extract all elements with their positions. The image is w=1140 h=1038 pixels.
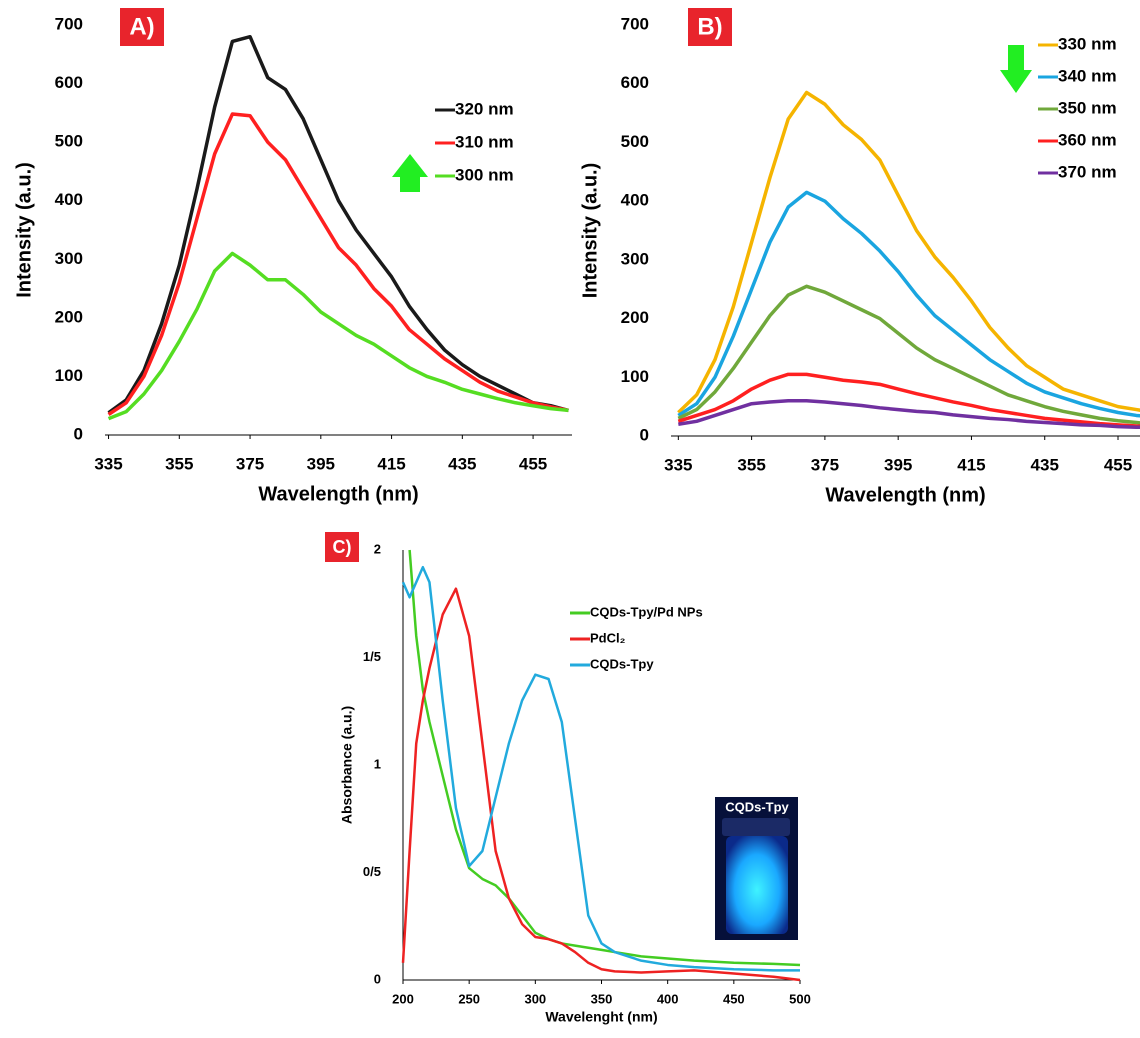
x-tick-label: 355 bbox=[737, 455, 765, 474]
x-axis-title: Wavelength (nm) bbox=[825, 484, 985, 506]
up-arrow bbox=[392, 154, 428, 192]
data-line bbox=[107, 251, 569, 421]
x-tick-label: 500 bbox=[789, 991, 811, 1006]
panel-label: C) bbox=[333, 537, 352, 557]
data-line bbox=[677, 90, 1140, 414]
data-line bbox=[401, 587, 801, 982]
x-tick-label: 300 bbox=[524, 991, 546, 1006]
x-tick-label: 355 bbox=[165, 454, 193, 473]
data-line bbox=[677, 372, 1140, 428]
y-tick-label: 1/5 bbox=[363, 649, 381, 664]
y-axis-title: Intensity (a.u.) bbox=[579, 163, 601, 299]
panel-label-box bbox=[688, 8, 732, 46]
data-line bbox=[677, 284, 1140, 425]
x-tick-label: 200 bbox=[392, 991, 414, 1006]
x-tick-label: 415 bbox=[957, 455, 985, 474]
y-tick-label: 300 bbox=[55, 249, 83, 268]
legend-label: 360 nm bbox=[1058, 130, 1117, 149]
y-axis-title: Intensity (a.u.) bbox=[13, 162, 35, 298]
y-axis-title: Absorbance (a.u.) bbox=[339, 706, 355, 824]
legend-label: 310 nm bbox=[455, 132, 514, 151]
y-tick-label: 200 bbox=[621, 308, 649, 327]
panel-label-box bbox=[325, 532, 359, 562]
down-arrow bbox=[1000, 45, 1032, 93]
data-line bbox=[401, 565, 800, 972]
x-tick-label: 335 bbox=[664, 455, 692, 474]
inset-photo bbox=[715, 797, 798, 940]
y-tick-label: 1 bbox=[374, 756, 381, 771]
x-tick-label: 435 bbox=[1031, 455, 1059, 474]
y-tick-label: 500 bbox=[55, 132, 83, 151]
data-line bbox=[678, 399, 1140, 430]
x-tick-label: 350 bbox=[591, 991, 613, 1006]
y-tick-label: 300 bbox=[621, 249, 649, 268]
y-tick-label: 100 bbox=[621, 367, 649, 386]
x-axis-title: Wavelength (nm) bbox=[258, 483, 418, 505]
y-tick-label: 600 bbox=[621, 73, 649, 92]
y-tick-label: 0 bbox=[74, 424, 83, 443]
legend-label: CQDs-Tpy/Pd NPs bbox=[590, 604, 703, 619]
legend-label: 340 nm bbox=[1058, 66, 1117, 85]
x-tick-label: 375 bbox=[811, 455, 839, 474]
y-tick-label: 600 bbox=[55, 73, 83, 92]
x-tick-label: 435 bbox=[448, 454, 476, 473]
y-tick-label: 400 bbox=[55, 190, 83, 209]
y-tick-label: 500 bbox=[621, 132, 649, 151]
y-tick-label: 200 bbox=[55, 307, 83, 326]
x-axis-title: Wavelenght (nm) bbox=[545, 1009, 657, 1025]
x-tick-label: 335 bbox=[94, 454, 122, 473]
x-tick-label: 415 bbox=[377, 454, 405, 473]
legend-label: 350 nm bbox=[1058, 98, 1117, 117]
data-line bbox=[408, 549, 801, 967]
legend-label: CQDs-Tpy bbox=[590, 656, 654, 671]
x-tick-label: 375 bbox=[236, 454, 264, 473]
data-line bbox=[107, 112, 569, 416]
y-tick-label: 700 bbox=[621, 14, 649, 33]
x-tick-label: 395 bbox=[884, 455, 912, 474]
y-tick-label: 100 bbox=[55, 366, 83, 385]
legend-label: 320 nm bbox=[455, 99, 514, 118]
y-tick-label: 2 bbox=[374, 541, 381, 556]
y-tick-label: 400 bbox=[621, 191, 649, 210]
y-tick-label: 0 bbox=[374, 971, 381, 986]
x-tick-label: 450 bbox=[723, 991, 745, 1006]
inset-label: CQDs-Tpy bbox=[725, 799, 789, 814]
legend-label: PdCl₂ bbox=[590, 630, 626, 645]
x-tick-label: 455 bbox=[519, 454, 547, 473]
panel-label: B) bbox=[697, 13, 722, 40]
y-tick-label: 0 bbox=[640, 425, 649, 444]
y-tick-label: 700 bbox=[55, 14, 83, 33]
y-tick-label: 0/5 bbox=[363, 864, 381, 879]
legend-label: 370 nm bbox=[1058, 162, 1117, 181]
panel-label-box bbox=[120, 8, 164, 46]
x-tick-label: 455 bbox=[1104, 455, 1132, 474]
x-tick-label: 400 bbox=[657, 991, 679, 1006]
legend-label: 300 nm bbox=[455, 165, 514, 184]
data-line bbox=[107, 34, 569, 415]
legend-label: 330 nm bbox=[1058, 34, 1117, 53]
panel-label: A) bbox=[129, 13, 154, 40]
x-tick-label: 250 bbox=[458, 991, 480, 1006]
data-line bbox=[677, 190, 1140, 418]
x-tick-label: 395 bbox=[307, 454, 335, 473]
